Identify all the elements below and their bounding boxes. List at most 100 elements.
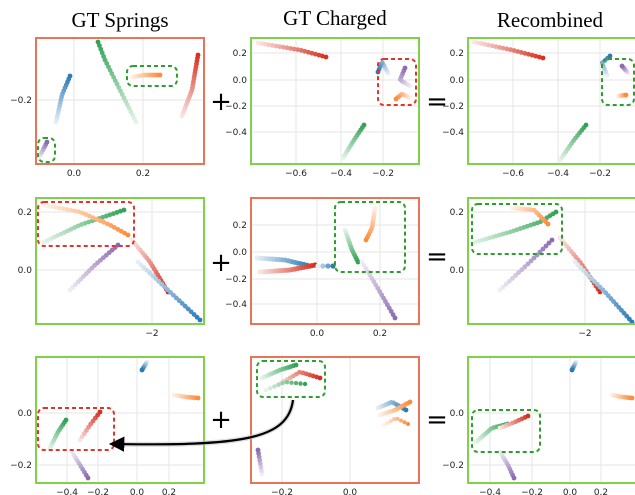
highlight-box-red	[37, 201, 135, 247]
trajectory-point	[284, 45, 290, 51]
trajectory-point	[533, 53, 539, 59]
trajectory-point	[549, 237, 555, 243]
trajectory-point	[402, 420, 407, 425]
trajectory-point	[363, 237, 369, 243]
panel-frame	[467, 37, 635, 165]
panel-r2c1: −2 0.2 0.0	[18, 197, 205, 339]
trajectory-point	[361, 122, 367, 128]
x-tick-label: 0.2	[162, 488, 176, 495]
trajectory-point	[121, 207, 127, 213]
trajectory-blue	[135, 259, 203, 323]
trajectory-orange	[615, 92, 629, 99]
equals-sign-row3: =	[426, 405, 448, 435]
x-tick-label: −0.2	[521, 488, 543, 495]
trajectory-point	[392, 315, 398, 321]
trajectory-point	[393, 96, 399, 102]
trajectory-point	[139, 367, 145, 373]
trajectory-point	[273, 43, 279, 49]
trajectory-point	[513, 273, 518, 278]
trajectory-point	[195, 395, 201, 401]
y-tick-label: 0.0	[450, 76, 465, 86]
y-tick-label: −0.2	[442, 102, 464, 112]
highlight-box-green	[601, 58, 635, 106]
y-tick-label: −0.2	[10, 96, 32, 106]
trajectory-purple	[497, 237, 555, 293]
trajectory-point	[355, 259, 361, 265]
trajectory-point	[511, 475, 517, 481]
trajectory-point	[510, 276, 515, 281]
trajectory-point	[263, 387, 269, 393]
trajectory-point	[67, 73, 73, 79]
equals-sign-row2: =	[426, 242, 448, 272]
y-tick-label: 0.0	[450, 266, 465, 276]
trajectory-point	[619, 63, 625, 69]
trajectory-point	[504, 46, 510, 52]
trajectory-purple	[36, 139, 50, 160]
y-tick-label: 0.2	[233, 221, 247, 231]
x-tick-label: −2	[578, 329, 591, 339]
y-tick-label: 0.2	[233, 49, 247, 59]
trajectory-point	[293, 362, 299, 368]
trajectory-point	[157, 72, 163, 78]
x-tick-label: −0.2	[87, 488, 109, 495]
trajectory-point	[330, 263, 336, 269]
trajectory-point	[508, 47, 513, 53]
trajectory-point	[280, 44, 286, 50]
trajectory-point	[94, 216, 99, 222]
trajectory-point	[545, 221, 551, 227]
trajectory-point	[262, 41, 268, 47]
title-gt-charged: GT Charged	[283, 6, 387, 30]
highlight-box-red	[377, 58, 417, 106]
trajectory-blue	[139, 359, 150, 373]
x-tick-label: −0.4	[547, 169, 569, 179]
panel-frame	[467, 356, 635, 484]
trajectory-point	[288, 46, 293, 51]
trajectory-orange	[129, 72, 163, 80]
plot-area	[251, 38, 419, 164]
trajectory-point	[320, 263, 326, 269]
highlight-box-green	[334, 201, 406, 273]
title-recombined: Recombined	[497, 8, 604, 32]
trajectory-point	[101, 219, 107, 225]
trajectory-point	[497, 287, 503, 293]
trajectory-point	[392, 417, 397, 422]
grid	[36, 38, 204, 164]
plot-area	[36, 38, 204, 164]
trajectory-point	[519, 267, 525, 273]
trajectory-blue	[572, 259, 635, 324]
y-tick-label: 0.0	[18, 266, 33, 276]
trajectory-point	[41, 202, 47, 208]
trajectory-red	[497, 413, 531, 431]
trajectory-point	[518, 50, 524, 55]
trajectory-point	[291, 46, 297, 52]
x-tick-label: 0.0	[343, 488, 358, 495]
trajectory-point	[388, 419, 393, 424]
plot-area	[36, 357, 204, 483]
trajectory-point	[511, 48, 517, 53]
trajectory-point	[64, 207, 70, 212]
grid	[468, 38, 635, 164]
trajectory-point	[315, 263, 321, 269]
trajectory-point	[500, 284, 506, 290]
plot-area	[468, 357, 635, 483]
trajectories	[254, 201, 406, 321]
trajectory-red	[471, 39, 546, 61]
trajectory-purple	[67, 242, 121, 293]
trajectory-point	[607, 53, 613, 59]
trajectory-purple	[69, 449, 91, 481]
trajectory-orange	[363, 205, 378, 243]
trajectory-point	[325, 263, 331, 269]
x-tick-label: 0.2	[373, 329, 387, 339]
trajectory-point	[531, 255, 537, 261]
trajectory-point	[382, 423, 386, 427]
panel-r1c1: 0.0 0.2 −0.2	[10, 37, 205, 179]
trajectory-green	[342, 227, 361, 265]
trajectory-point	[515, 49, 521, 54]
trajectory-point	[76, 209, 81, 215]
trajectory-point	[407, 399, 413, 405]
trajectory-purple	[255, 447, 265, 477]
trajectories	[36, 39, 201, 163]
y-tick-label: −0.4	[225, 300, 247, 310]
trajectory-green	[263, 379, 308, 393]
trajectory-orange	[609, 392, 635, 401]
